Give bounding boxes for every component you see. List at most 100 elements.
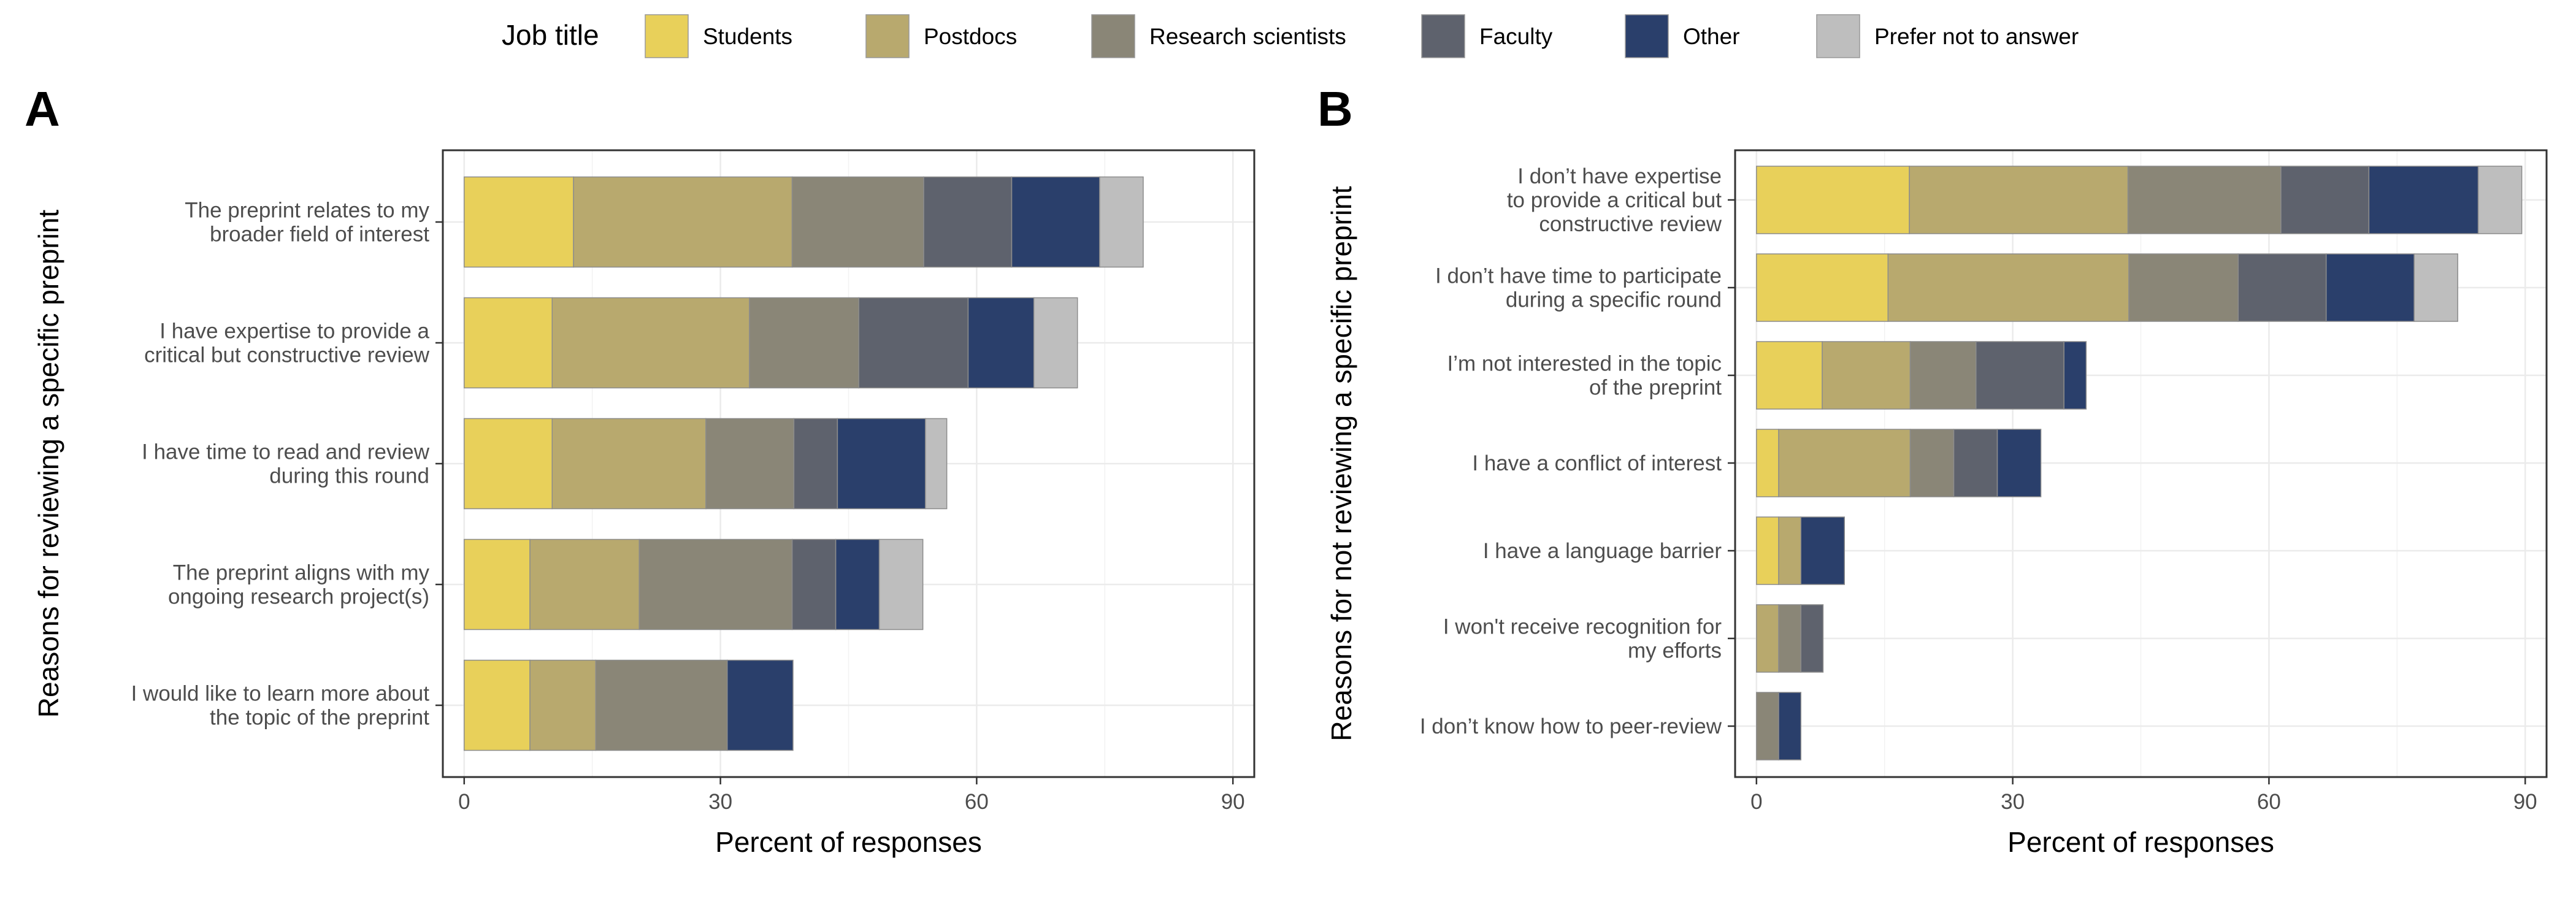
bar-research-scientists-2 [1909, 341, 1977, 410]
y-tick-label: I have expertise to provide a critical bu… [144, 320, 430, 367]
bar-prefer-not-to-answer-3 [878, 538, 924, 630]
y-tick-label-line: my efforts [1628, 639, 1722, 663]
bar-postdocs-1 [551, 297, 750, 389]
x-tick-label: 30 [708, 790, 732, 814]
bar-faculty-1 [2237, 253, 2327, 322]
x-axis-title: Percent of responses [715, 826, 982, 858]
y-tick-label-line: during this round [269, 464, 429, 488]
bar-students-0 [464, 176, 574, 268]
legend-key-5 [1816, 14, 1860, 58]
bar-faculty-5 [1800, 604, 1824, 673]
bar-other-0 [2368, 166, 2479, 234]
bar-faculty-0 [923, 176, 1013, 268]
bar-students-2 [1756, 341, 1823, 410]
bar-postdocs-4 [1778, 516, 1801, 585]
bar-postdocs-3 [1778, 429, 1911, 497]
panel-b: B 0 30 60 90 I don’t have expertise to provide… [1317, 82, 2548, 858]
y-tick-label: I would like to learn more about the topi… [131, 682, 430, 730]
bar-prefer-not-to-answer-0 [2477, 166, 2523, 234]
bar-research-scientists-5 [1778, 604, 1801, 673]
bar-postdocs-5 [1756, 604, 1779, 673]
y-axis-title: Reasons for not reviewing a specific pre… [1325, 186, 1357, 741]
bar-research-scientists-0 [2127, 166, 2282, 234]
bar-postdocs-2 [551, 418, 707, 510]
legend-key-2 [1091, 14, 1135, 58]
y-tick-label: The preprint relates to my broader field … [185, 199, 429, 247]
bar-other-6 [1778, 692, 1801, 760]
y-tick-label-line: the topic of the preprint [210, 706, 429, 730]
legend-label-5: Prefer not to answer [1874, 24, 2079, 49]
x-tick-label: 0 [1750, 790, 1762, 814]
bar-faculty-0 [2280, 166, 2370, 234]
bar-postdocs-4 [529, 659, 597, 751]
y-tick-label-line: I don’t have time to participate [1435, 264, 1722, 288]
y-tick-label-line: broader field of interest [210, 223, 429, 247]
bar-students-3 [1756, 429, 1779, 497]
y-tick-label-line: I don’t have expertise [1517, 164, 1722, 188]
bar-prefer-not-to-answer-1 [1033, 297, 1078, 389]
y-tick-label: The preprint aligns with my ongoing resea… [168, 561, 430, 609]
bar-other-3 [1996, 429, 2042, 497]
panel-a: A 0 30 60 90 The preprint relates to my broade… [25, 82, 1255, 858]
legend-key-4 [1625, 14, 1669, 58]
bar-other-3 [835, 538, 880, 630]
y-tick-label-line: I would like to learn more about [131, 682, 430, 706]
bar-prefer-not-to-answer-2 [925, 418, 948, 510]
y-tick-label: I have a language barrier [1483, 539, 1722, 563]
legend-label-1: Postdocs [924, 24, 1017, 49]
panel-label: B [1317, 82, 1353, 136]
x-tick-label: 60 [2257, 790, 2281, 814]
y-tick-label-line: I won't receive recognition for [1443, 615, 1722, 639]
bar-research-scientists-0 [791, 176, 924, 268]
bar-other-0 [1011, 176, 1100, 268]
x-tick-label: 30 [2001, 790, 2025, 814]
x-tick-label: 90 [2513, 790, 2537, 814]
y-tick-label-line: to provide a critical but [1507, 188, 1722, 212]
y-tick-label: I don’t have expertise to provide a criti… [1507, 164, 1722, 236]
bar-research-scientists-3 [638, 538, 793, 630]
legend: Job title Students Postdocs Research scien… [502, 14, 2079, 58]
y-tick-label-line: critical but constructive review [144, 343, 430, 367]
bar-research-scientists-1 [2128, 253, 2239, 322]
y-tick-label-line: during a specific round [1506, 288, 1722, 312]
y-tick-label-line: I have time to read and review [142, 440, 430, 464]
bar-students-2 [464, 418, 553, 510]
legend-key-1 [865, 14, 910, 58]
legend-label-0: Students [703, 24, 792, 49]
y-tick-label: I don’t have time to participate during a… [1435, 264, 1722, 312]
y-tick-label: I have time to read and review during thi… [142, 440, 430, 488]
x-tick-label: 60 [965, 790, 989, 814]
legend-key-0 [645, 14, 689, 58]
y-tick-label-line: constructive review [1539, 212, 1722, 236]
bar-faculty-2 [793, 418, 838, 510]
x-axis-title: Percent of responses [2007, 826, 2274, 858]
legend-key-3 [1421, 14, 1465, 58]
bar-research-scientists-1 [749, 297, 859, 389]
bar-research-scientists-4 [595, 659, 728, 751]
bar-other-4 [1800, 516, 1846, 585]
x-tick-label: 90 [1221, 790, 1245, 814]
y-tick-label-line: The preprint aligns with my [173, 561, 430, 585]
bar-students-0 [1756, 166, 1910, 234]
bar-faculty-2 [1975, 341, 2064, 410]
bar-faculty-3 [1953, 429, 1998, 497]
x-tick-label: 0 [458, 790, 470, 814]
bar-postdocs-0 [573, 176, 793, 268]
bar-postdocs-0 [1909, 166, 2129, 234]
y-tick-label: I won't receive recognition for my effort… [1443, 615, 1722, 663]
bar-other-2 [837, 418, 926, 510]
bar-other-2 [2063, 341, 2087, 410]
bar-postdocs-3 [529, 538, 640, 630]
bar-research-scientists-3 [1909, 429, 1955, 497]
bar-postdocs-1 [1887, 253, 2129, 322]
bar-other-1 [2325, 253, 2415, 322]
y-tick-label-line: The preprint relates to my [185, 199, 429, 223]
legend-label-4: Other [1683, 24, 1740, 49]
y-tick-label-line: I’m not interested in the topic [1447, 352, 1722, 376]
bar-faculty-3 [791, 538, 837, 630]
y-tick-label: I’m not interested in the topic of the pr… [1447, 352, 1722, 400]
bar-other-1 [967, 297, 1035, 389]
bar-prefer-not-to-answer-1 [2413, 253, 2458, 322]
